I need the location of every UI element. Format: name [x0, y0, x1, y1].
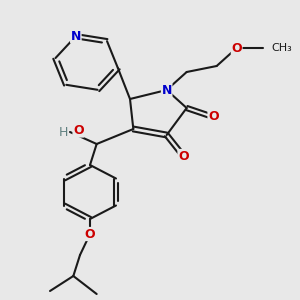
- Text: N: N: [161, 83, 172, 97]
- Text: H: H: [59, 125, 68, 139]
- Text: O: O: [73, 124, 84, 137]
- Text: O: O: [178, 149, 189, 163]
- Text: O: O: [85, 227, 95, 241]
- Text: N: N: [70, 30, 81, 43]
- Text: O: O: [231, 41, 242, 55]
- Text: O: O: [208, 110, 219, 124]
- Text: CH₃: CH₃: [272, 43, 292, 53]
